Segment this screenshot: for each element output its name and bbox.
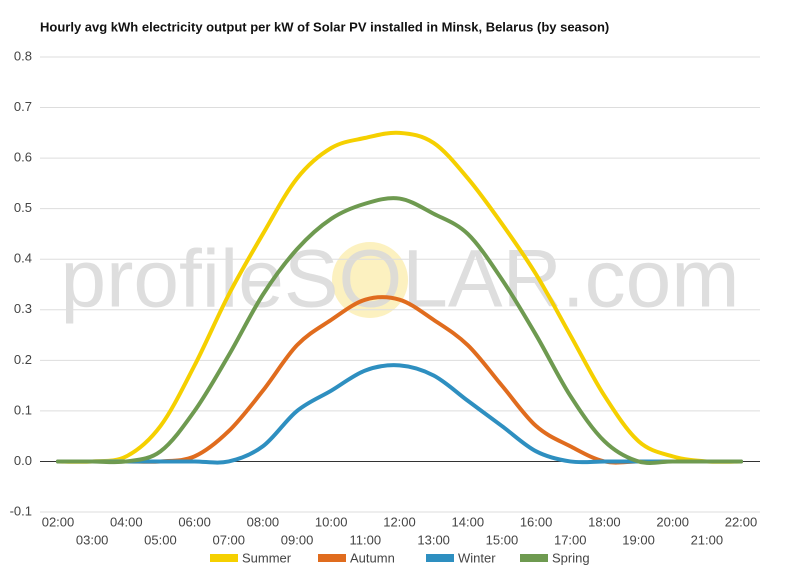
x-tick-label: 08:00 xyxy=(247,514,280,529)
x-tick-label: 02:00 xyxy=(42,514,75,529)
legend-swatch xyxy=(210,554,238,562)
x-tick-label: 11:00 xyxy=(350,532,382,547)
legend-swatch xyxy=(426,554,454,562)
x-tick-label: 07:00 xyxy=(212,532,245,547)
legend-label: Spring xyxy=(552,550,590,565)
x-tick-label: 15:00 xyxy=(486,532,519,547)
y-tick-label: 0.8 xyxy=(14,48,32,63)
legend-label: Autumn xyxy=(350,550,395,565)
x-tick-label: 06:00 xyxy=(178,514,211,529)
x-tick-label: 04:00 xyxy=(110,514,143,529)
x-tick-label: 14:00 xyxy=(452,514,485,529)
x-tick-label: 09:00 xyxy=(281,532,314,547)
y-tick-label: 0.0 xyxy=(14,453,32,468)
series-line xyxy=(56,130,743,464)
x-tick-label: 21:00 xyxy=(691,532,724,547)
y-tick-label: 0.7 xyxy=(14,99,32,114)
y-tick-label: 0.3 xyxy=(14,301,32,316)
x-tick-label: 19:00 xyxy=(622,532,655,547)
x-tick-label: 16:00 xyxy=(520,514,553,529)
x-tick-label: 10:00 xyxy=(315,514,348,529)
series-line xyxy=(56,196,743,465)
x-tick-label: 22:00 xyxy=(725,514,758,529)
y-tick-label: 0.1 xyxy=(14,402,32,417)
y-tick-label: 0.5 xyxy=(14,200,32,215)
x-tick-label: 03:00 xyxy=(76,532,109,547)
x-tick-label: 18:00 xyxy=(588,514,621,529)
y-tick-label: 0.4 xyxy=(14,251,32,266)
y-tick-label: 0.2 xyxy=(14,352,32,367)
legend-label: Winter xyxy=(458,550,496,565)
watermark: profileSOLAR.com xyxy=(60,234,739,325)
y-tick-label: -0.1 xyxy=(10,503,32,518)
x-tick-label: 13:00 xyxy=(417,532,450,547)
legend-swatch xyxy=(318,554,346,562)
legend-label: Summer xyxy=(242,550,292,565)
y-tick-label: 0.6 xyxy=(14,150,32,165)
x-tick-label: 20:00 xyxy=(656,514,689,529)
chart-title: Hourly avg kWh electricity output per kW… xyxy=(40,19,609,34)
x-tick-label: 17:00 xyxy=(554,532,587,547)
x-tick-label: 12:00 xyxy=(383,514,416,529)
x-tick-label: 05:00 xyxy=(144,532,177,547)
legend-swatch xyxy=(520,554,548,562)
series-line xyxy=(56,363,743,465)
